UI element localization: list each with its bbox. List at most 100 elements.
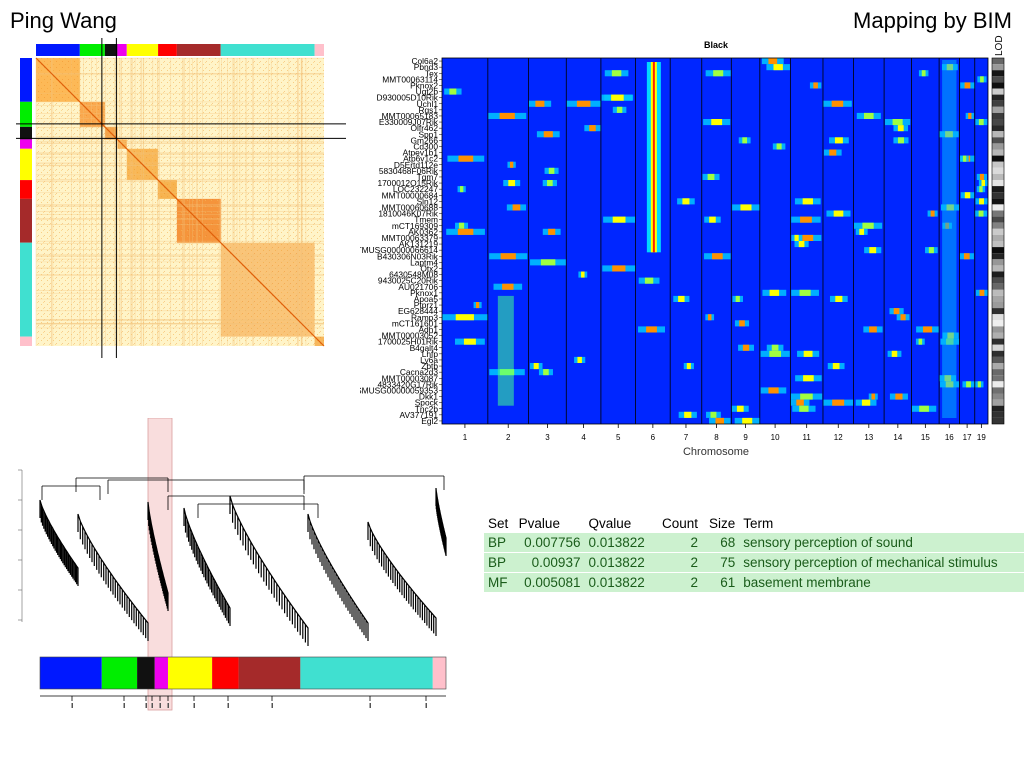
eqtl-signal-peak xyxy=(977,381,982,388)
cell-term: sensory perception of sound xyxy=(739,533,1024,553)
gene-label: TMUSG00000066614 xyxy=(360,245,438,255)
eqtl-signal-peak xyxy=(832,399,845,406)
module-color-bar-left xyxy=(20,126,32,140)
gene-label: Spp1 xyxy=(418,129,438,139)
gene-label: Rgs1 xyxy=(418,105,438,115)
eqtl-signal-peak xyxy=(799,289,811,296)
eqtl-signal-peak xyxy=(863,112,874,119)
cell-pvalue: 0.005081 xyxy=(514,572,585,593)
cell-qvalue: 0.013822 xyxy=(584,572,655,593)
x-tick-label: 3 xyxy=(545,433,550,442)
lod-cell xyxy=(992,234,1004,241)
eqtl-signal-peak xyxy=(833,210,844,217)
module-color-bar-left xyxy=(20,58,32,102)
module-color-bar xyxy=(238,657,301,689)
x-tick-label: 4 xyxy=(581,433,586,442)
lod-cell xyxy=(992,369,1004,376)
gene-label: Col6a2 xyxy=(411,56,438,66)
gene-label: Laptm4 xyxy=(410,257,438,267)
gene-label: Ly6a xyxy=(420,355,438,365)
gene-label: AV377191 xyxy=(400,410,439,420)
dendrogram-plot xyxy=(18,418,447,711)
table-row: BP 0.00937 0.013822 2 75 sensory percept… xyxy=(484,552,1024,573)
gene-label: Uchl1 xyxy=(417,99,439,109)
gene-label: 6430548M08 xyxy=(389,270,438,280)
eqtl-signal-peak xyxy=(900,314,906,321)
gene-label: Cacna2d3 xyxy=(400,367,439,377)
eqtl-signal-peak xyxy=(895,393,903,400)
eqtl-heatmap: Black 1 2 3 4 5 6 7 8 9 10 11 12 13 14 15 16 17 19Col6a2P… xyxy=(360,35,1005,458)
eqtl-signal-peak xyxy=(458,155,474,162)
gene-label: Tex xyxy=(425,68,439,78)
gene-label: SMUSG00000059353 xyxy=(360,385,438,395)
cell-pvalue: 0.007756 xyxy=(514,533,585,553)
gene-label: D930005D10Rik xyxy=(377,93,439,103)
eqtl-signal-peak xyxy=(773,64,783,71)
bottom-axis-mark xyxy=(425,703,427,708)
eqtl-signal-peak xyxy=(742,137,748,144)
eqtl-signal-peak xyxy=(712,253,723,260)
lod-frame xyxy=(991,57,1005,425)
gene-label: 1700012O15Rik xyxy=(377,178,438,188)
eqtl-signal-peak xyxy=(455,314,474,321)
eqtl-signal-peak xyxy=(686,363,691,370)
bottom-axis-mark xyxy=(369,703,371,708)
method-title: Mapping by BIM xyxy=(853,8,1012,33)
cell-qvalue: 0.013822 xyxy=(584,533,655,553)
cell-size: 68 xyxy=(702,533,740,553)
dendrogram-cluster xyxy=(147,501,169,611)
lod-cell xyxy=(992,399,1004,406)
module-color-bar xyxy=(167,657,213,689)
eqtl-signal-peak xyxy=(776,143,782,150)
module-color-bar-left xyxy=(20,101,32,127)
lod-cell xyxy=(992,228,1004,235)
lod-cell xyxy=(992,167,1004,174)
eqtl-signal-peak xyxy=(897,125,904,132)
gene-label: Sln12 xyxy=(417,196,439,206)
lod-cell xyxy=(992,393,1004,400)
lod-cell xyxy=(992,198,1004,205)
lod-cell xyxy=(992,326,1004,333)
lod-cell xyxy=(992,356,1004,363)
lod-cell xyxy=(992,277,1004,284)
lod-cell xyxy=(992,344,1004,351)
lod-cell xyxy=(992,417,1004,424)
lod-cell xyxy=(992,88,1004,95)
eqtl-signal-peak xyxy=(742,344,750,351)
lod-cell xyxy=(992,161,1004,168)
eqtl-signal-peak xyxy=(979,289,985,296)
cell-count: 2 xyxy=(654,552,703,573)
gene-label: EG628444 xyxy=(398,306,438,316)
gene-label: Dkk1 xyxy=(419,392,438,402)
lod-cell xyxy=(992,350,1004,357)
gene-label: Tgm7 xyxy=(417,172,439,182)
lod-cell xyxy=(992,271,1004,278)
lod-cell xyxy=(992,186,1004,193)
module-color-bar xyxy=(101,657,138,689)
gene-label: MMT00003052 xyxy=(382,331,439,341)
lod-cell xyxy=(992,302,1004,309)
eqtl-signal-peak xyxy=(535,100,545,107)
module-color-bar-top xyxy=(104,44,118,56)
eqtl-signal-peak xyxy=(612,216,626,223)
gene-label: 9430025C20Rik xyxy=(378,276,439,286)
eqtl-signal-peak xyxy=(709,216,716,223)
eqtl-signal-peak xyxy=(682,198,690,205)
module-color-bar xyxy=(154,657,168,689)
eqtl-signal-peak xyxy=(707,314,712,321)
x-tick-label: 15 xyxy=(921,433,930,442)
bottom-axis-mark xyxy=(193,703,195,708)
eqtl-signal-peak xyxy=(736,405,744,412)
gene-label: Ptprz1 xyxy=(414,300,439,310)
eqtl-signal-peak xyxy=(735,295,740,302)
eqtl-signal-peak xyxy=(589,125,596,132)
heatmap-title: Black xyxy=(704,40,729,50)
eqtl-signal-peak xyxy=(893,308,900,315)
module-color-bar-frame xyxy=(39,656,447,690)
gene-label: AK131219 xyxy=(399,239,438,249)
gene-label: Pbnd3 xyxy=(414,62,439,72)
module-color-bar-top xyxy=(79,44,105,56)
gene-label: LOC232247 xyxy=(393,184,439,194)
x-tick-label: 6 xyxy=(651,433,656,442)
eqtl-signal-peak xyxy=(829,149,837,156)
